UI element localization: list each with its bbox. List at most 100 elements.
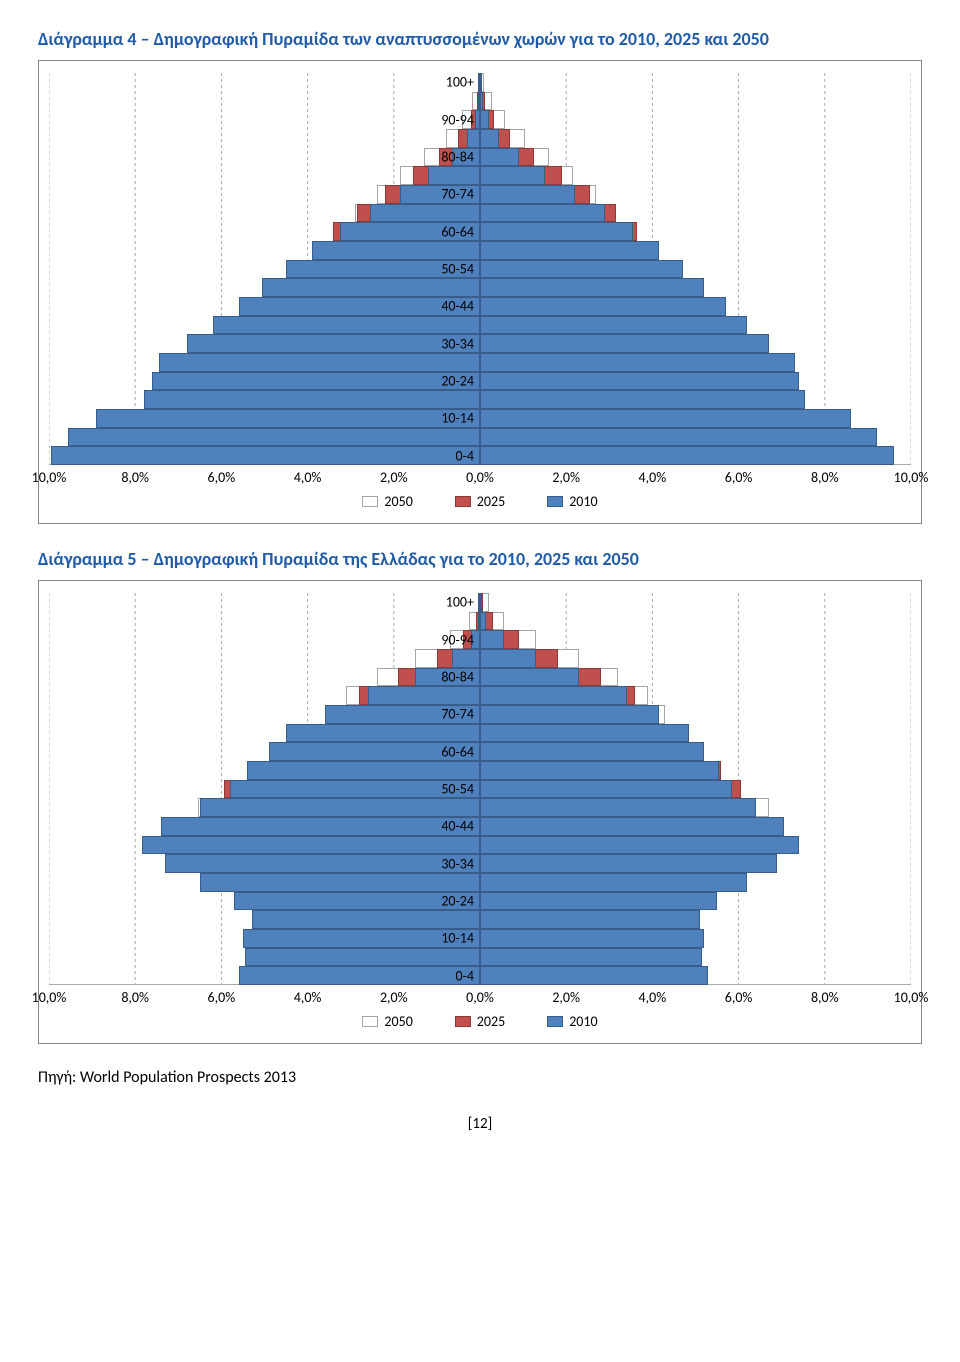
x-tick: 2,0% xyxy=(380,989,408,1006)
pyramid-bar xyxy=(428,166,480,185)
pyramid-bar xyxy=(239,966,480,985)
row-right xyxy=(480,185,911,204)
pyramid-bar xyxy=(142,836,480,855)
pyramid-bar xyxy=(480,892,717,911)
pyramid-row: 20-24 xyxy=(49,892,911,911)
row-left xyxy=(49,630,480,649)
row-left xyxy=(49,353,480,372)
age-label: 80-84 xyxy=(441,148,480,165)
x-tick: 10,0% xyxy=(894,469,929,486)
pyramid-bar xyxy=(368,686,480,705)
row-right xyxy=(480,780,911,799)
pyramid-bar xyxy=(480,260,683,279)
age-label: 0-4 xyxy=(456,447,480,464)
pyramid-bar xyxy=(480,353,795,372)
row-left xyxy=(49,836,480,855)
pyramid-row: 10-14 xyxy=(49,409,911,428)
pyramid-row xyxy=(49,92,911,111)
pyramid-row xyxy=(49,948,911,967)
pyramid-row xyxy=(49,129,911,148)
row-right xyxy=(480,966,911,985)
x-tick: 6,0% xyxy=(208,469,236,486)
row-right xyxy=(480,854,911,873)
pyramid-row xyxy=(49,166,911,185)
row-left xyxy=(49,297,480,316)
pyramid-bar xyxy=(480,446,894,465)
pyramid-row xyxy=(49,873,911,892)
row-left xyxy=(49,446,480,465)
pyramid-bar xyxy=(480,966,708,985)
x-tick: 0,0% xyxy=(466,469,494,486)
row-left xyxy=(49,204,480,223)
pyramid-row: 80-84 xyxy=(49,148,911,167)
pyramid-row: 70-74 xyxy=(49,705,911,724)
pyramid-bar xyxy=(480,668,579,687)
pyramid-row xyxy=(49,278,911,297)
pyramid-row: 50-54 xyxy=(49,260,911,279)
pyramid-row xyxy=(49,316,911,335)
row-right xyxy=(480,390,911,409)
row-left xyxy=(49,316,480,335)
row-left xyxy=(49,409,480,428)
row-right xyxy=(480,204,911,223)
pyramid-bar xyxy=(51,446,480,465)
pyramid-row xyxy=(49,686,911,705)
row-right xyxy=(480,446,911,465)
pyramid-bar xyxy=(200,873,480,892)
pyramid-bar xyxy=(96,409,480,428)
pyramid-bar xyxy=(480,836,799,855)
row-right xyxy=(480,686,911,705)
pyramid-bar xyxy=(480,222,633,241)
x-tick: 6,0% xyxy=(725,469,753,486)
row-left xyxy=(49,854,480,873)
x-tick: 2,0% xyxy=(552,469,580,486)
x-tick: 0,0% xyxy=(466,989,494,1006)
legend-item: 2010 xyxy=(547,493,597,510)
row-right xyxy=(480,428,911,447)
row-left xyxy=(49,649,480,668)
pyramid-row xyxy=(49,241,911,260)
row-left xyxy=(49,929,480,948)
chart1-pyramid: 100+90-9480-8470-7460-6450-5440-4430-342… xyxy=(49,73,911,513)
pyramid-row: 100+ xyxy=(49,73,911,92)
pyramid-row xyxy=(49,428,911,447)
x-tick: 4,0% xyxy=(294,469,322,486)
age-label: 10-14 xyxy=(441,410,480,427)
pyramid-bar xyxy=(480,185,575,204)
age-label: 100+ xyxy=(446,74,480,91)
pyramid-row xyxy=(49,204,911,223)
x-tick: 10,0% xyxy=(894,989,929,1006)
pyramid-row xyxy=(49,649,911,668)
pyramid-bar xyxy=(480,593,482,612)
pyramid-bar xyxy=(480,241,659,260)
age-label: 40-44 xyxy=(441,818,480,835)
pyramid-row xyxy=(49,761,911,780)
row-left xyxy=(49,241,480,260)
chart2-pyramid: 100+90-9480-8470-7460-6450-5440-4430-342… xyxy=(49,593,911,1033)
row-left xyxy=(49,278,480,297)
pyramid-bar xyxy=(480,428,877,447)
age-label: 50-54 xyxy=(441,780,480,797)
row-left xyxy=(49,428,480,447)
pyramid-row xyxy=(49,836,911,855)
legend-swatch xyxy=(547,496,563,507)
chart1-xaxis: 10,0%8,0%6,0%4,0%2,0%0,0%2,0%4,0%6,0%8,0… xyxy=(49,469,911,489)
pyramid-bar xyxy=(467,129,480,148)
row-left xyxy=(49,910,480,929)
age-label: 10-14 xyxy=(441,930,480,947)
row-right xyxy=(480,761,911,780)
pyramid-bar xyxy=(480,110,489,129)
x-tick: 4,0% xyxy=(639,469,667,486)
pyramid-bar xyxy=(480,612,486,631)
row-left xyxy=(49,222,480,241)
row-left xyxy=(49,260,480,279)
legend-swatch xyxy=(455,1016,471,1027)
legend-swatch xyxy=(362,1016,378,1027)
legend-label: 2025 xyxy=(477,493,505,510)
pyramid-bar xyxy=(480,780,732,799)
row-right xyxy=(480,724,911,743)
row-left xyxy=(49,948,480,967)
pyramid-bar xyxy=(480,873,747,892)
age-label: 20-24 xyxy=(441,372,480,389)
chart1-plot: 100+90-9480-8470-7460-6450-5440-4430-342… xyxy=(49,73,911,465)
